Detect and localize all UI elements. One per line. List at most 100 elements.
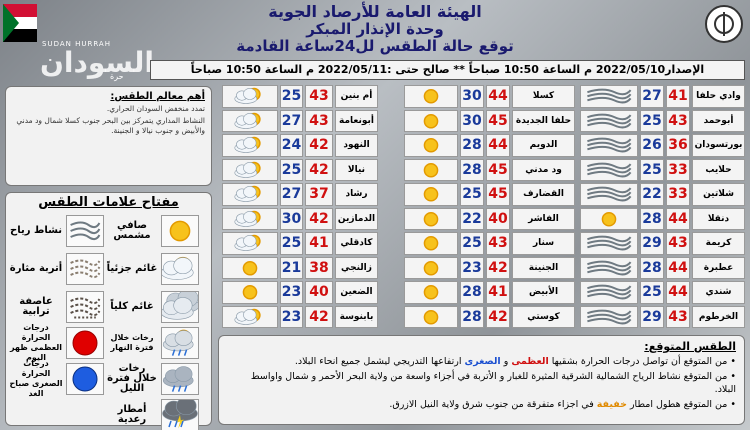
sun <box>423 137 439 153</box>
flag-graphic <box>3 4 37 42</box>
legend-label: غائم جزئياً <box>106 263 158 274</box>
cloud-part <box>175 400 197 416</box>
city-icon <box>222 109 278 132</box>
legend-label: رخات خلال فترة النهار <box>110 333 154 352</box>
weather-icon <box>162 256 194 280</box>
legend-icon <box>66 363 104 395</box>
cloud-part <box>243 137 257 149</box>
max-temp: 42 <box>305 207 333 230</box>
max-temp: 42 <box>305 305 333 328</box>
city-name: أم بنين <box>335 85 378 108</box>
wind-line <box>587 284 632 292</box>
expected-text: في اجزاء متفرقة من جنوب شرق ولاية النيل … <box>389 399 597 410</box>
max-temp: 33 <box>666 183 690 206</box>
expected-text: من المتوقع هطول امطار <box>626 399 728 410</box>
weather-icon <box>423 137 439 153</box>
logo <box>704 4 744 44</box>
weather-icon <box>169 220 191 242</box>
sun <box>423 284 439 300</box>
max-temp: 38 <box>305 256 333 279</box>
min-temp: 28 <box>460 305 484 328</box>
sun <box>423 186 439 202</box>
weather-icon <box>242 284 258 300</box>
legend-label: درجات الحرارة العظمى ظهر اليوم <box>9 323 63 362</box>
header-title: الهيئة العامة للأرصاد الجوية <box>268 2 482 21</box>
weather-icon <box>587 113 632 128</box>
expected-text: ارتفاعها التدريجي ليشمل جميع انحاء البلا… <box>294 356 465 367</box>
flag-red <box>3 4 37 17</box>
city-name: القضارف <box>512 183 575 206</box>
wind-line <box>587 113 632 120</box>
weather-icon <box>234 112 261 129</box>
city-name: الدمازين <box>335 207 378 230</box>
weather-icon <box>242 260 258 276</box>
weather-icon <box>70 297 101 319</box>
lightning <box>177 415 184 429</box>
weather-icon <box>587 162 632 177</box>
cloud-part <box>243 235 257 247</box>
weather-icon <box>162 292 198 320</box>
min-temp: 25 <box>640 281 664 304</box>
cloud-part <box>243 161 257 174</box>
city-name: كادقلي <box>335 232 378 255</box>
city-icon <box>404 109 458 132</box>
flag-green <box>3 4 19 42</box>
city-icon <box>580 134 638 157</box>
cloud-part <box>174 366 193 382</box>
cloud <box>162 400 198 422</box>
city-icon <box>404 305 458 328</box>
wind-line <box>587 166 632 173</box>
legend-icon <box>161 399 199 430</box>
legend-label: رخات خلال فترة الليل <box>107 363 157 394</box>
city-name: شلاتين <box>692 183 745 206</box>
max-temp: 42 <box>486 256 510 279</box>
city-name: الدويم <box>512 134 575 157</box>
weather-icon <box>162 400 198 429</box>
weather-icon <box>587 235 632 251</box>
legend-label: صافي مشمس <box>113 220 151 241</box>
min-temp: 28 <box>640 207 664 230</box>
max-temp: 45 <box>486 183 510 206</box>
cloud-part <box>174 330 193 346</box>
cloud <box>234 88 258 104</box>
max-temp: 36 <box>666 134 690 157</box>
city-icon <box>222 232 278 255</box>
sun <box>242 284 258 300</box>
weather-icon <box>234 136 261 153</box>
watermark-arabic: السودان <box>40 46 155 79</box>
min-temp: 23 <box>280 305 303 328</box>
city-name: زالنجي <box>335 256 378 279</box>
rain-drop <box>171 385 176 392</box>
cloud <box>234 186 258 202</box>
city-icon <box>222 85 278 108</box>
wind-line <box>587 260 632 267</box>
city-icon <box>580 281 638 304</box>
min-temp: 28 <box>460 158 484 181</box>
wind-line <box>587 121 632 128</box>
flag-black <box>3 29 37 42</box>
highlights-title: أهم معالم الطقس: <box>110 91 205 102</box>
sun <box>423 211 439 227</box>
legend-icon <box>66 253 104 285</box>
weather-icon <box>423 235 439 251</box>
sun <box>423 113 439 129</box>
max-temp: 41 <box>305 232 333 255</box>
min-temp: 26 <box>640 134 664 157</box>
cloud <box>162 330 194 352</box>
max-temp: 37 <box>305 183 333 206</box>
cloud <box>234 112 258 129</box>
weather-icon <box>234 308 261 325</box>
logo-graphic <box>705 5 743 43</box>
city-icon <box>404 207 458 230</box>
cloud <box>162 257 194 280</box>
min-temp: 25 <box>460 183 484 206</box>
weather-icon <box>423 284 439 300</box>
cloud-part <box>173 257 193 275</box>
city-icon <box>580 85 638 108</box>
max-temp: 43 <box>666 232 690 255</box>
city-name: كسلا <box>512 85 575 108</box>
legend-icon <box>161 215 199 247</box>
weather-icon <box>423 186 439 202</box>
sun <box>242 260 258 276</box>
max-temp: 33 <box>666 158 690 181</box>
